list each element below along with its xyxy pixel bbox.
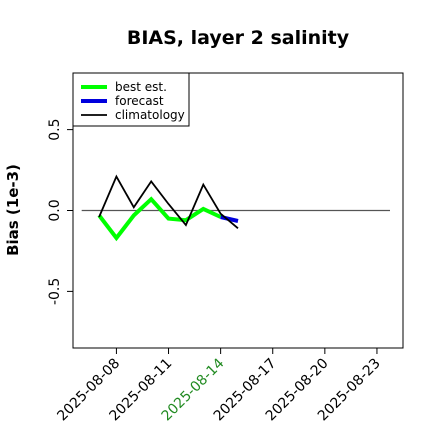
chart-title: BIAS, layer 2 salinity — [127, 27, 350, 49]
legend-label: climatology — [115, 108, 185, 122]
y-tick-label: 0.5 — [47, 118, 63, 140]
legend-box — [72, 72, 190, 127]
series-line-forecast — [220, 215, 239, 223]
series-line-best-est — [97, 196, 222, 242]
plot-area: -0.50.00.52025-08-082025-08-112025-08-14… — [47, 72, 404, 424]
y-tick-label: 0.0 — [47, 199, 63, 221]
y-tick-label: -0.5 — [47, 278, 63, 305]
y-axis-label: Bias (1e-3) — [4, 164, 22, 256]
series-line-climatology — [98, 174, 239, 229]
legend-label: forecast — [115, 94, 164, 108]
legend-label: best est. — [115, 80, 167, 94]
